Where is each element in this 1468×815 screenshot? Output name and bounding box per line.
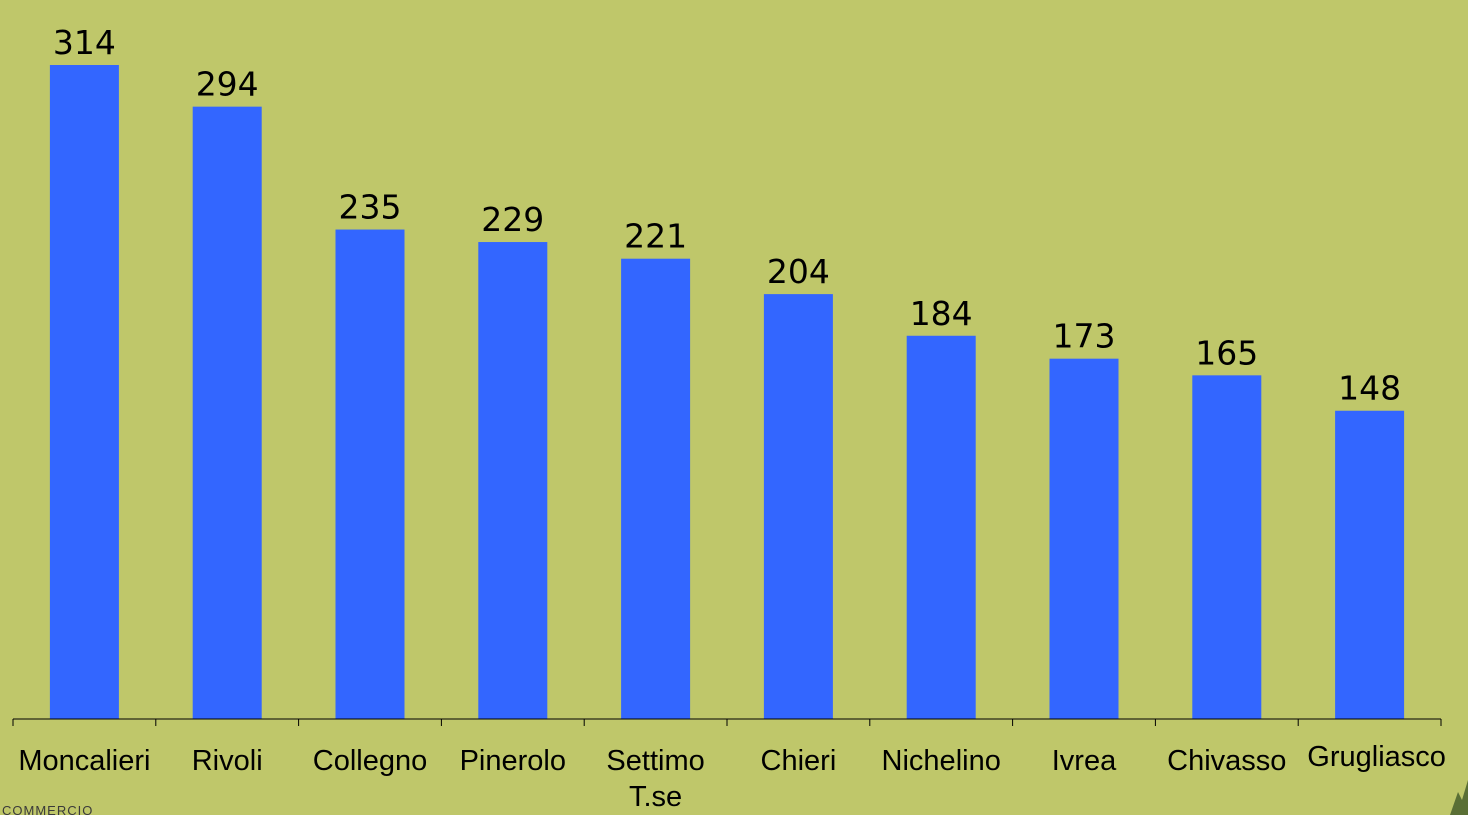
value-label-collegno: 235	[339, 188, 402, 227]
value-label-chivasso: 165	[1195, 333, 1258, 372]
bar-grugliasco	[1335, 410, 1405, 719]
category-label-chivasso: Chivasso	[1167, 745, 1286, 777]
value-label-ivrea: 173	[1053, 317, 1116, 356]
category-label-grugliasco: Grugliasco	[1307, 741, 1446, 773]
bar-collegno	[335, 229, 405, 720]
bar-chivasso	[1192, 375, 1262, 719]
bars-group	[49, 65, 1405, 720]
category-label-rivoli: Rivoli	[192, 745, 263, 777]
category-label-chieri: Chieri	[761, 745, 837, 777]
category-label-collegno: Collegno	[313, 745, 427, 777]
value-labels-group: 314 294 235 229 221 204 184 173 165 148	[53, 23, 1401, 408]
value-label-grugliasco: 148	[1338, 369, 1401, 408]
bar-moncalieri	[49, 65, 119, 719]
bar-chieri	[763, 294, 833, 719]
category-label-moncalieri: Moncalieri	[18, 745, 150, 777]
category-label-ivrea: Ivrea	[1052, 745, 1117, 777]
value-label-rivoli: 294	[196, 65, 259, 104]
category-labels-group: Moncalieri Rivoli Collegno Pinerolo Settimo T…	[18, 741, 1446, 813]
value-label-pinerolo: 229	[481, 200, 544, 239]
footer-logo-text: COMMERCIO	[2, 803, 93, 815]
x-axis	[12, 718, 1442, 726]
bar-nichelino	[906, 335, 976, 719]
value-label-nichelino: 184	[910, 294, 973, 333]
bar-pinerolo	[478, 242, 548, 720]
category-label-settimo-t-se: Settimo T.se	[606, 745, 704, 813]
pine-branch-decoration	[1450, 780, 1468, 815]
bar-ivrea	[1049, 358, 1119, 719]
category-label-nichelino: Nichelino	[882, 745, 1001, 777]
bar-settimo-t-se	[621, 258, 691, 719]
value-label-settimo-t-se: 221	[624, 217, 687, 256]
value-label-chieri: 204	[767, 252, 830, 291]
bar-rivoli	[192, 106, 262, 719]
value-label-moncalieri: 314	[53, 23, 116, 62]
category-label-pinerolo: Pinerolo	[460, 745, 566, 777]
